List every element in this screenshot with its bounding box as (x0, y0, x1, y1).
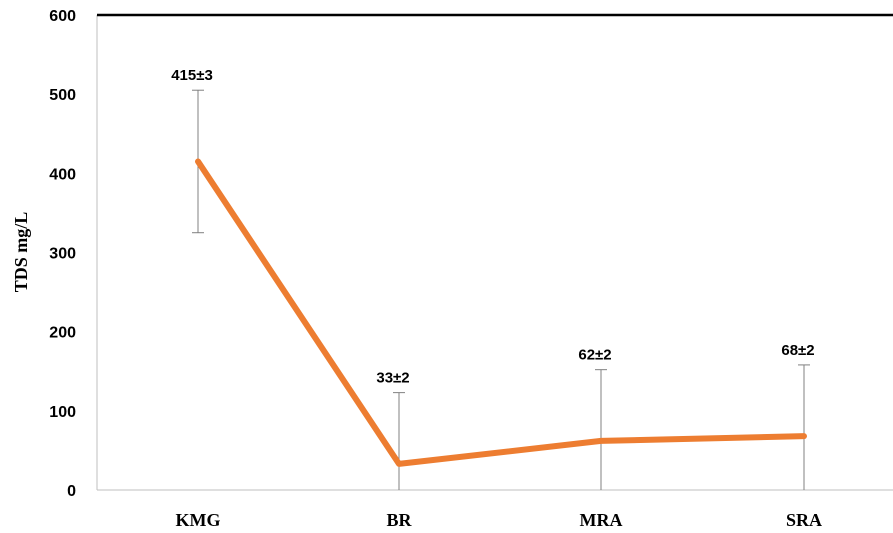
x-tick-label: KMG (176, 510, 221, 530)
y-tick-label: 0 (67, 483, 76, 500)
x-tick-label: MRA (580, 510, 623, 530)
series-line (195, 158, 807, 467)
data-labels: 415±3 33±2 62±2 68±2 (171, 67, 814, 386)
data-label: 33±2 (376, 370, 409, 387)
y-axis-title: TDS mg/L (11, 212, 31, 293)
y-tick-label: 200 (49, 325, 76, 342)
data-label: 415±3 (171, 67, 213, 84)
y-tick-label: 500 (49, 87, 76, 104)
y-tick-label: 300 (49, 246, 76, 263)
data-label: 62±2 (578, 347, 611, 364)
x-tick-label: BR (386, 510, 412, 530)
y-axis-ticks: 0 100 200 300 400 500 600 (49, 8, 76, 500)
y-tick-label: 600 (49, 8, 76, 25)
y-tick-label: 400 (49, 166, 76, 183)
error-bars (192, 89, 810, 490)
y-tick-label: 100 (49, 404, 76, 421)
x-tick-label: SRA (786, 510, 822, 530)
x-axis-ticks: KMG BR MRA SRA (176, 510, 823, 530)
data-label: 68±2 (781, 342, 814, 359)
